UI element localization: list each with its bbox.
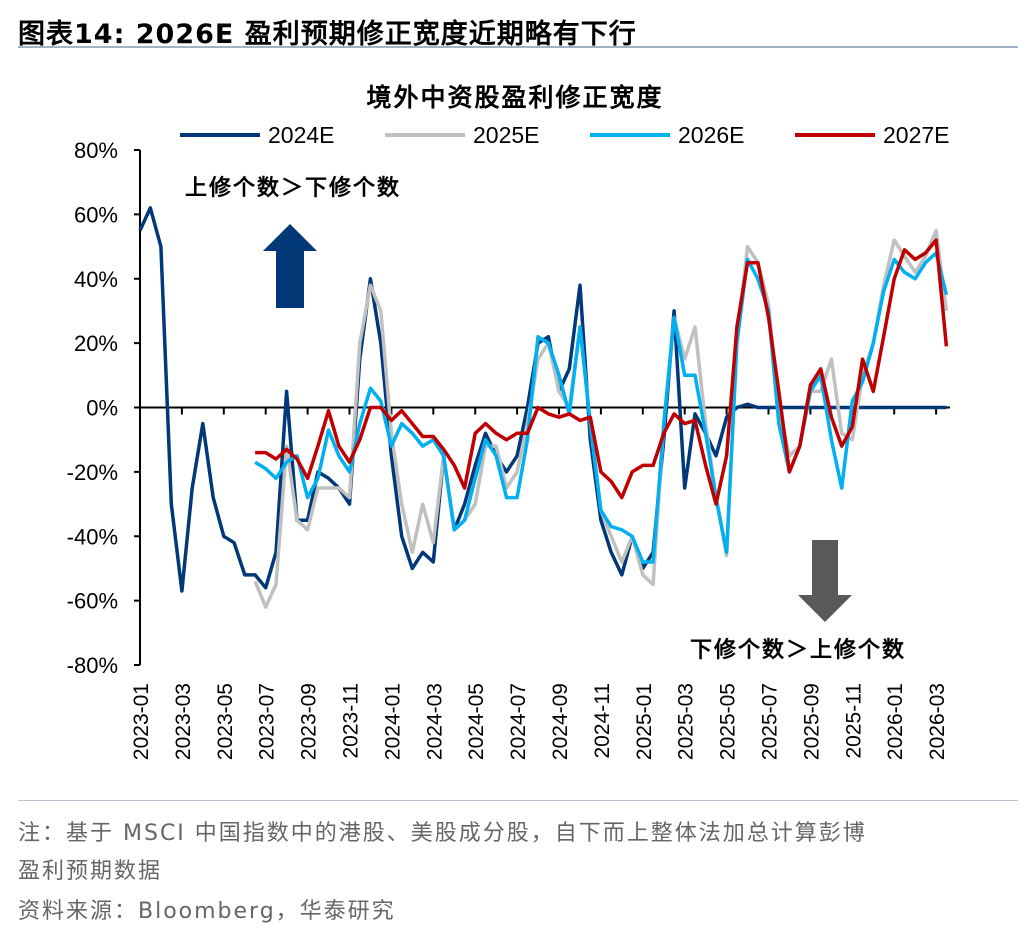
y-tick-label: -40% xyxy=(67,524,118,549)
x-tick-label: 2023-07 xyxy=(256,683,279,760)
x-tick-label: 2025-09 xyxy=(800,683,823,760)
legend-label: 2027E xyxy=(883,122,950,148)
footer-divider xyxy=(18,800,1018,801)
series-line-2027E xyxy=(255,238,949,506)
y-tick-label: -60% xyxy=(67,589,118,614)
series-line-2026E xyxy=(254,251,949,564)
figure-title: 图表14: 2026E 盈利预期修正宽度近期略有下行 xyxy=(18,19,637,50)
x-tick-label: 2024-03 xyxy=(423,683,446,760)
source-note: 资料来源：Bloomberg，华泰研究 xyxy=(18,899,396,924)
legend-label: 2025E xyxy=(473,122,540,148)
legend-label: 2026E xyxy=(678,122,745,148)
x-tick-label: 2025-01 xyxy=(633,683,656,760)
series-line-2025E xyxy=(253,228,949,609)
down-arrow-icon xyxy=(798,540,852,622)
chart-title: 境外中资股盈利修正宽度 xyxy=(366,83,663,112)
x-tick-label: 2024-07 xyxy=(507,683,530,760)
legend-label: 2024E xyxy=(268,122,335,148)
title-divider xyxy=(18,46,1018,48)
x-tick-label: 2025-11 xyxy=(842,683,865,759)
x-tick-label: 2023-05 xyxy=(214,683,237,760)
x-tick-label: 2024-11 xyxy=(591,683,614,759)
y-axis: 80% 60% 40% 20% 0% -20% -40% -60% -80% xyxy=(67,138,141,678)
y-tick-label: 0% xyxy=(86,396,118,421)
y-tick-label: -80% xyxy=(67,653,118,678)
y-tick-label: 40% xyxy=(74,267,118,292)
x-tick-label: 2024-05 xyxy=(465,683,488,760)
y-tick-label: 60% xyxy=(74,202,118,227)
x-axis: 2023-01 2023-03 2023-05 2023-07 2023-09 2023-… xyxy=(130,406,950,760)
legend: 2024E 2025E 2026E 2027E xyxy=(180,122,950,148)
annotation-downward: 下修个数＞上修个数 xyxy=(690,637,906,663)
x-tick-label: 2026-01 xyxy=(884,683,907,760)
note-line-1: 注：基于 MSCI 中国指数中的港股、美股成分股，自下而上整体法加总计算彭博 xyxy=(18,821,867,846)
x-tick-label: 2026-03 xyxy=(926,683,949,760)
x-tick-label: 2023-03 xyxy=(172,683,195,760)
x-tick-label: 2023-11 xyxy=(340,683,363,759)
x-tick-label: 2025-03 xyxy=(675,683,698,760)
series-lines xyxy=(138,206,949,609)
x-tick-label: 2023-09 xyxy=(298,683,321,760)
y-tick-label: 20% xyxy=(74,331,118,356)
line-chart: 境外中资股盈利修正宽度 2024E 2025E 2026E 2027E 80% 60% 4… xyxy=(67,83,950,760)
x-tick-label: 2025-07 xyxy=(759,683,782,760)
annotation-upward: 上修个数＞下修个数 xyxy=(185,175,401,201)
up-arrow-icon xyxy=(263,224,317,308)
note-line-2: 盈利预期数据 xyxy=(18,859,163,884)
x-tick-label: 2025-05 xyxy=(717,683,740,760)
y-tick-label: -20% xyxy=(67,460,118,485)
x-tick-label: 2024-09 xyxy=(549,683,572,760)
y-tick-label: 80% xyxy=(74,138,118,163)
x-tick-label: 2023-01 xyxy=(130,683,153,760)
x-tick-label: 2024-01 xyxy=(381,683,404,760)
